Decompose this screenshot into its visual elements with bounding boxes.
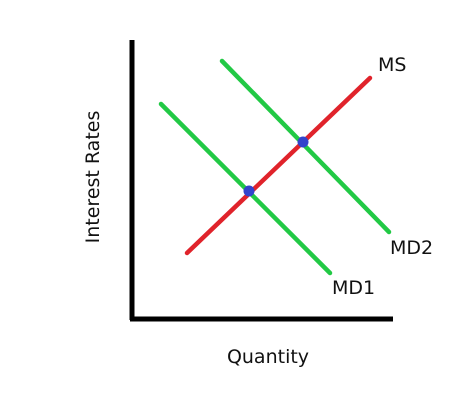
ms-curve (184, 75, 373, 256)
x-axis-label: Quantity (227, 346, 309, 368)
md2-label: MD2 (390, 237, 433, 259)
equilibrium-point-md2 (297, 136, 309, 148)
y-axis-label: Interest Rates (82, 111, 104, 244)
ms-label: MS (378, 54, 406, 76)
equilibrium-point-md1 (243, 185, 255, 197)
md1-label: MD1 (332, 277, 375, 299)
axes (129, 40, 393, 322)
